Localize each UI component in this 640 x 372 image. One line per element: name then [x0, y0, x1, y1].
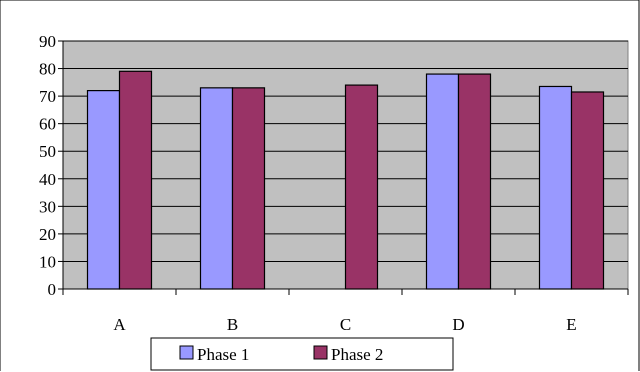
- y-tick-label: 70: [39, 87, 56, 106]
- x-category-labels: A B C D E: [113, 315, 576, 334]
- y-tick-label: 60: [39, 115, 56, 134]
- y-tick-label: 10: [39, 252, 56, 271]
- bar-phase-1-b: [199, 87, 234, 290]
- category-label: C: [340, 315, 351, 334]
- y-tick-labels: 0 10 20 30 40 50 60 70 80 90: [39, 32, 56, 299]
- y-tick-label: 0: [48, 280, 57, 299]
- legend-box: [150, 337, 454, 371]
- legend-swatch: [313, 345, 328, 360]
- category-label: A: [113, 315, 126, 334]
- y-tick-label: 30: [39, 197, 56, 216]
- category-label: D: [452, 315, 464, 334]
- bars: [86, 70, 605, 290]
- legend-swatch: [179, 345, 194, 360]
- bar-phase-1-e: [538, 85, 573, 290]
- y-tick-label: 80: [39, 60, 56, 79]
- legend-label: Phase 2: [331, 345, 383, 364]
- category-label: E: [566, 315, 576, 334]
- bar-phase-2-d: [457, 73, 492, 290]
- axes: [58, 40, 629, 295]
- bar-phase-1-a: [86, 89, 121, 290]
- legend: Phase 1 Phase 2: [150, 337, 454, 371]
- bar-phase-2-c: [344, 84, 379, 290]
- category-label: B: [227, 315, 238, 334]
- y-tick-label: 40: [39, 170, 56, 189]
- y-tick-label: 50: [39, 142, 56, 161]
- bar-phase-2-b: [231, 87, 266, 290]
- y-tick-label: 20: [39, 225, 56, 244]
- y-tick-label: 90: [39, 32, 56, 51]
- bar-phase-2-e: [570, 91, 605, 290]
- bar-phase-2-a: [118, 70, 153, 290]
- legend-label: Phase 1: [197, 345, 249, 364]
- bar-phase-1-d: [425, 73, 460, 290]
